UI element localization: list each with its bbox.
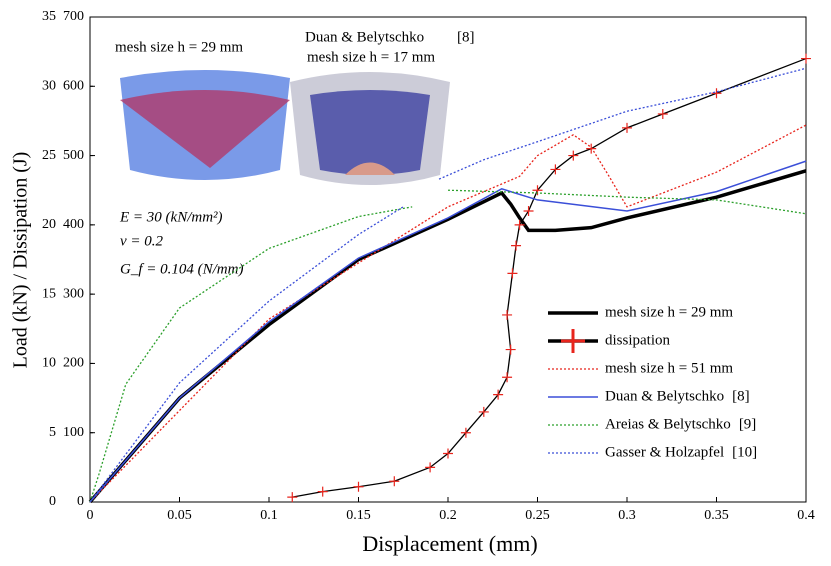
marker <box>801 53 811 64</box>
annotation: E = 30 (kN/mm²) <box>119 209 223 225</box>
y2-tick-label: 0 <box>77 494 84 509</box>
marker <box>505 344 516 355</box>
marker <box>511 240 522 251</box>
legend-label: Areias & Belytschko <box>605 416 731 432</box>
marker <box>507 268 518 279</box>
y2-tick-label: 400 <box>63 217 84 232</box>
y2-tick-label: 100 <box>63 425 84 440</box>
y2-tick-label: 600 <box>63 79 84 94</box>
marker <box>493 389 504 400</box>
annotation: Duan & Belytschko <box>305 29 424 45</box>
y-axis-label: Load (kN) / Dissipation (J) <box>10 152 32 369</box>
marker <box>550 164 561 175</box>
series-line <box>89 67 807 503</box>
y-tick-label: 0 <box>49 494 56 509</box>
x-axis-label: Displacement (mm) <box>362 531 537 556</box>
y-tick-label: 5 <box>49 425 56 440</box>
y-tick-label: 30 <box>42 79 56 94</box>
y2-tick-label: 300 <box>63 286 84 301</box>
marker <box>514 219 525 230</box>
annotation: mesh size h = 17 mm <box>307 49 435 65</box>
y-tick-label: 15 <box>42 286 56 301</box>
x-tick-label: 0.1 <box>260 508 278 523</box>
legend-label: dissipation <box>605 332 671 348</box>
y-tick-label: 35 <box>42 9 56 24</box>
legend-ref: [8] <box>732 388 750 404</box>
legend-label: Duan & Belytschko <box>605 388 724 404</box>
series-line <box>292 57 807 498</box>
x-tick-label: 0.15 <box>346 508 371 523</box>
marker <box>478 406 489 417</box>
x-tick-label: 0.4 <box>797 508 815 523</box>
annotation: [8] <box>457 29 475 45</box>
y2-tick-label: 200 <box>63 356 84 371</box>
mesh-image-2 <box>290 72 450 185</box>
marker <box>622 122 632 133</box>
annotation: ν = 0.2 <box>120 233 164 249</box>
y-tick-label: 25 <box>42 148 56 163</box>
x-tick-label: 0.05 <box>167 508 192 523</box>
x-tick-label: 0 <box>87 508 94 523</box>
marker <box>460 427 471 438</box>
marker <box>711 88 722 99</box>
marker <box>523 206 534 216</box>
legend-label: mesh size h = 51 mm <box>605 360 733 376</box>
series-line <box>88 169 807 504</box>
marker <box>287 492 298 503</box>
marker <box>568 150 579 161</box>
series-line <box>89 189 807 503</box>
legend-label: Gasser & Holzapfel <box>605 444 724 460</box>
legend-marker <box>561 329 585 353</box>
legend-label: mesh size h = 29 mm <box>605 304 733 320</box>
marker <box>657 109 668 119</box>
y-tick-label: 20 <box>42 217 56 232</box>
y2-tick-label: 700 <box>63 9 84 24</box>
y-tick-label: 10 <box>42 356 56 371</box>
marker <box>443 448 453 459</box>
legend-ref: [10] <box>732 444 757 460</box>
x-tick-label: 0.3 <box>618 508 636 523</box>
marker <box>502 309 513 320</box>
x-tick-label: 0.35 <box>704 508 729 523</box>
series-line <box>89 160 807 503</box>
marker <box>317 486 328 497</box>
marker <box>353 481 364 492</box>
x-tick-label: 0.2 <box>439 508 457 523</box>
legend-ref: [9] <box>739 416 757 432</box>
annotation: G_f = 0.104 (N/mm) <box>120 261 243 277</box>
marker <box>425 462 436 473</box>
y2-tick-label: 500 <box>63 148 84 163</box>
mesh-image-1 <box>120 70 290 180</box>
marker <box>586 143 597 154</box>
x-tick-label: 0.25 <box>525 508 550 523</box>
marker <box>502 372 513 383</box>
marker <box>389 476 400 487</box>
annotation: mesh size h = 29 mm <box>115 39 243 55</box>
